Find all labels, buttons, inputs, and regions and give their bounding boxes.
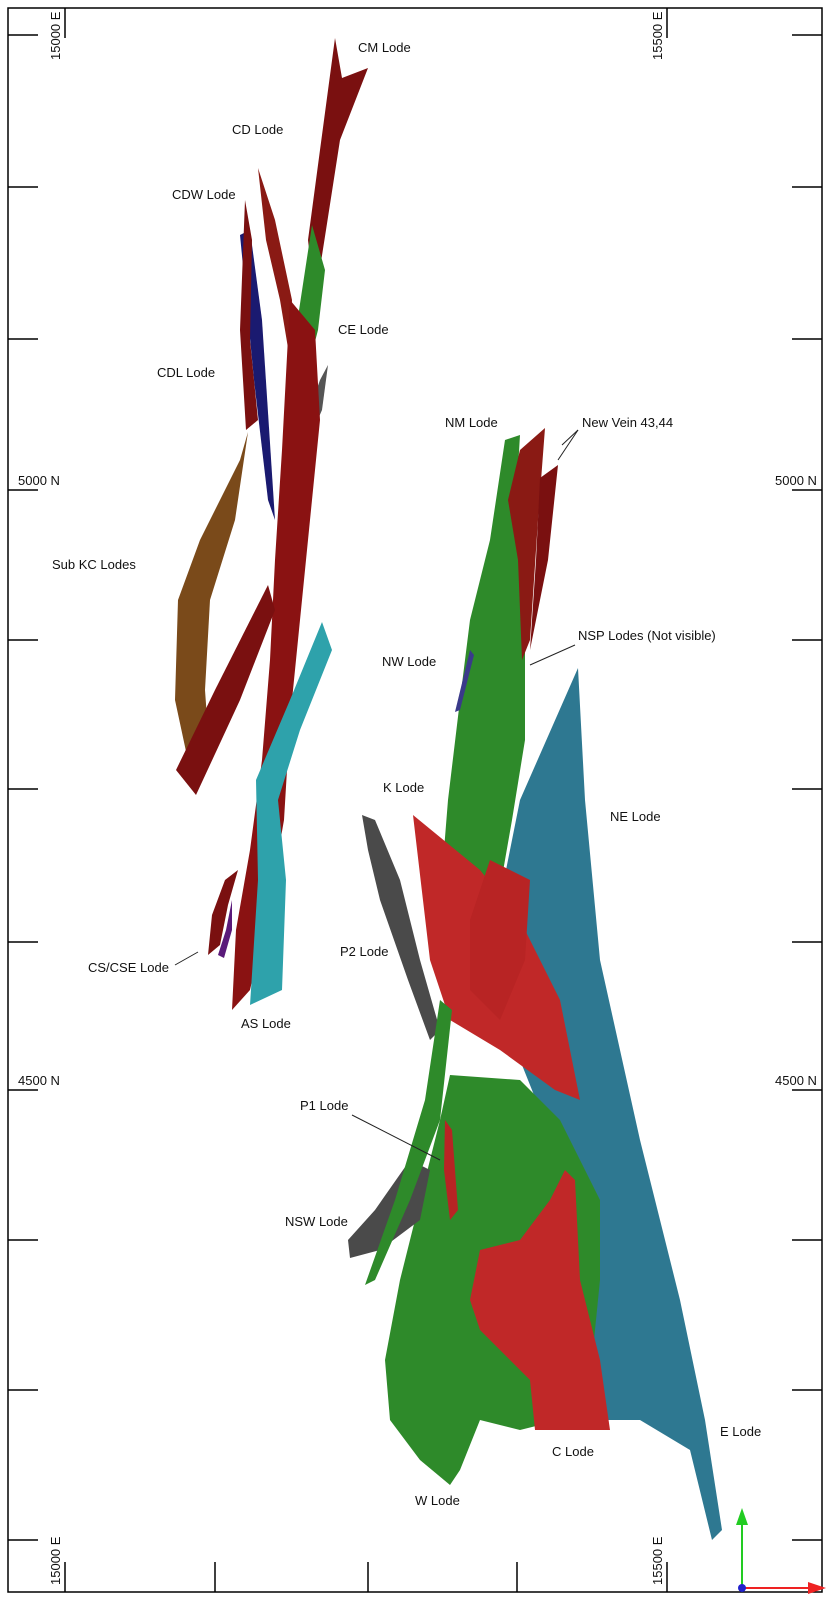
lode-label: CDL Lode [157, 365, 215, 380]
lode-label: K Lode [383, 780, 424, 795]
k-lode-2 [470, 860, 530, 1020]
cd-lode [258, 168, 292, 360]
leader-line [561, 429, 579, 446]
nm-lode [440, 435, 525, 940]
northing-label: 5000 N [775, 473, 817, 488]
sub-kc-lodes [175, 432, 248, 770]
main-red-band [232, 300, 320, 1010]
easting-label: 15000 E [48, 11, 63, 60]
easting-label: 15500 E [650, 1536, 665, 1585]
lode-label: CDW Lode [172, 187, 236, 202]
axis-x-head [808, 1582, 826, 1594]
lode-label: E Lode [720, 1424, 761, 1439]
easting-label: 15000 E [48, 1536, 63, 1585]
leader-line [529, 644, 576, 666]
nw-lode [455, 650, 474, 712]
lode-shapes [175, 38, 722, 1540]
leader-line [174, 951, 199, 966]
lode-label: W Lode [415, 1493, 460, 1508]
northing-label: 4500 N [775, 1073, 817, 1088]
axis-triad [736, 1508, 826, 1594]
as-lode [250, 622, 332, 1005]
lode-label: NM Lode [445, 415, 498, 430]
ne-lode [500, 668, 722, 1540]
cdw-lode [240, 200, 258, 430]
labels: 15000 E 15000 E 15500 E 15500 E 5000 N 5000 N… [18, 11, 817, 1585]
lode-label: NSW Lode [285, 1214, 348, 1229]
leader-line [557, 429, 579, 461]
lode-label: NE Lode [610, 809, 661, 824]
new-vein-44 [530, 465, 558, 650]
leader-lines [174, 429, 579, 1161]
lode-label: C Lode [552, 1444, 594, 1459]
leader-line [351, 1114, 441, 1161]
sub-kc-red [176, 585, 275, 795]
cm-lode [308, 38, 368, 300]
lode-label: CS/CSE Lode [88, 960, 169, 975]
lode-label: AS Lode [241, 1016, 291, 1031]
lode-label: P2 Lode [340, 944, 388, 959]
axis-origin [738, 1584, 746, 1592]
lode-label: New Vein 43,44 [582, 415, 673, 430]
easting-label: 15500 E [650, 11, 665, 60]
lode-label: CM Lode [358, 40, 411, 55]
ticks [8, 8, 822, 1592]
nsw-green [365, 1000, 452, 1285]
new-vein-43 [508, 428, 545, 660]
lode-label: P1 Lode [300, 1098, 348, 1113]
frame [7, 7, 823, 1593]
p2-lode [362, 815, 440, 1040]
lode-label: Sub KC Lodes [52, 557, 136, 572]
axis-y-head [736, 1508, 748, 1525]
p1-lode [444, 1120, 458, 1220]
northing-label: 5000 N [18, 473, 60, 488]
cs-purple [218, 900, 232, 958]
lode-label: CE Lode [338, 322, 389, 337]
cs-cse-lode [208, 870, 238, 955]
lode-label: NW Lode [382, 654, 436, 669]
c-lode [470, 1170, 610, 1430]
lode-label: NSP Lodes (Not visible) [578, 628, 716, 643]
northing-label: 4500 N [18, 1073, 60, 1088]
lode-label: CD Lode [232, 122, 283, 137]
